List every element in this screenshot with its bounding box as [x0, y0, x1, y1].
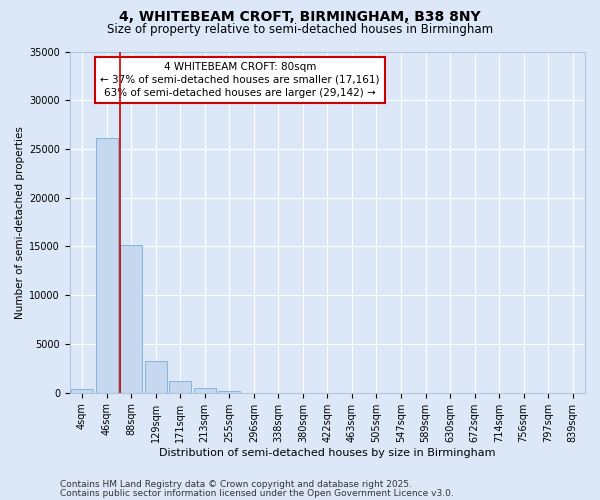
Text: 4 WHITEBEAM CROFT: 80sqm
← 37% of semi-detached houses are smaller (17,161)
63% : 4 WHITEBEAM CROFT: 80sqm ← 37% of semi-d…: [100, 62, 380, 98]
Y-axis label: Number of semi-detached properties: Number of semi-detached properties: [15, 126, 25, 318]
Bar: [145, 360, 167, 392]
Bar: [95, 138, 118, 392]
Bar: [218, 391, 240, 392]
Bar: [169, 381, 191, 392]
Text: 4, WHITEBEAM CROFT, BIRMINGHAM, B38 8NY: 4, WHITEBEAM CROFT, BIRMINGHAM, B38 8NY: [119, 10, 481, 24]
Bar: [120, 244, 142, 392]
X-axis label: Distribution of semi-detached houses by size in Birmingham: Distribution of semi-detached houses by …: [159, 448, 496, 458]
Text: Size of property relative to semi-detached houses in Birmingham: Size of property relative to semi-detach…: [107, 22, 493, 36]
Text: Contains HM Land Registry data © Crown copyright and database right 2025.: Contains HM Land Registry data © Crown c…: [60, 480, 412, 489]
Text: Contains public sector information licensed under the Open Government Licence v3: Contains public sector information licen…: [60, 488, 454, 498]
Bar: [194, 388, 216, 392]
Bar: [71, 390, 93, 392]
